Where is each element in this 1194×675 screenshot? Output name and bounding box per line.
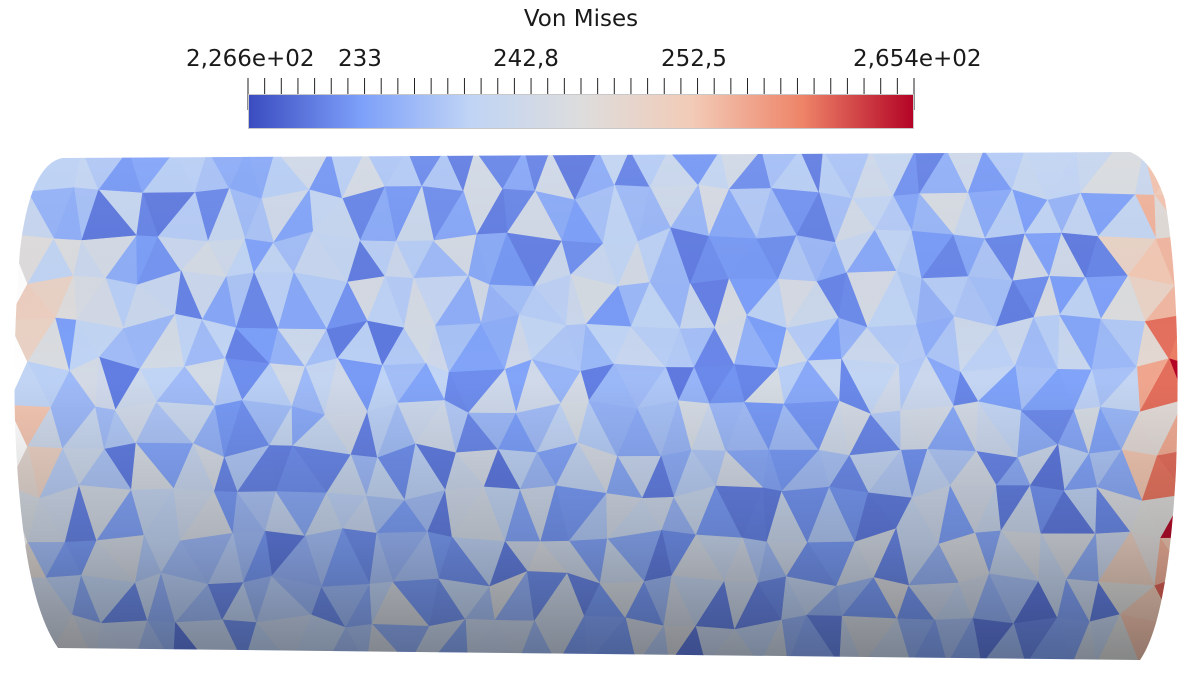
scalar-bar-labels: 2,266e+02 233 242,8 252,5 2,654e+02 — [0, 46, 1194, 76]
scalar-bar-label-252-5: 252,5 — [661, 46, 727, 72]
mesh-element — [14, 625, 46, 660]
scalar-bar-title: Von Mises — [523, 6, 639, 32]
scalar-bar-label-233: 233 — [338, 46, 382, 72]
mesh-element — [1174, 280, 1178, 316]
mesh-element — [1175, 574, 1178, 628]
scalar-bar-label-min: 2,266e+02 — [186, 46, 315, 72]
mesh-element — [1175, 625, 1178, 660]
scalar-bar-label-242-8: 242,8 — [493, 46, 559, 72]
scalar-bar-label-max: 2,654e+02 — [853, 46, 982, 72]
scalar-bar-colorbar — [248, 94, 914, 129]
mesh-element — [1174, 235, 1178, 286]
